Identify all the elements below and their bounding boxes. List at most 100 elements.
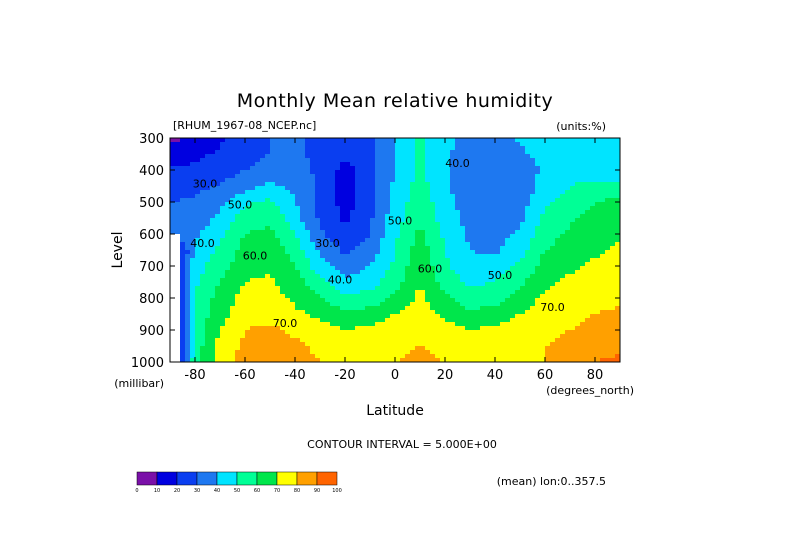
field-cell [355, 326, 361, 331]
field-cell [175, 238, 181, 243]
field-cell [560, 210, 566, 215]
field-cell [515, 310, 521, 315]
field-cell [455, 250, 461, 255]
field-cell [445, 274, 451, 279]
field-cell [320, 274, 326, 279]
field-cell [335, 270, 341, 275]
field-cell [290, 166, 296, 171]
field-cell [205, 334, 211, 339]
field-cell [465, 210, 471, 215]
field-cell [380, 202, 386, 207]
field-cell [210, 254, 216, 259]
field-cell [275, 142, 281, 147]
field-cell [335, 218, 341, 223]
field-cell [210, 186, 216, 191]
field-cell [235, 342, 241, 347]
field-cell [460, 286, 466, 291]
field-cell [550, 322, 556, 327]
field-cell [265, 286, 271, 291]
field-cell [460, 326, 466, 331]
field-cell [380, 210, 386, 215]
field-cell [290, 146, 296, 151]
field-cell [470, 202, 476, 207]
field-cell [555, 238, 561, 243]
field-cell [545, 314, 551, 319]
field-cell [475, 226, 481, 231]
field-cell [370, 238, 376, 243]
field-cell [385, 162, 391, 167]
field-cell [345, 150, 351, 155]
field-cell [385, 358, 391, 363]
field-cell [390, 142, 396, 147]
field-cell [560, 214, 566, 219]
field-cell [195, 342, 201, 347]
field-cell [585, 206, 591, 211]
field-cell [365, 258, 371, 263]
field-cell [355, 358, 361, 363]
field-cell [415, 258, 421, 263]
field-cell [375, 170, 381, 175]
field-cell [405, 182, 411, 187]
field-cell [365, 278, 371, 283]
field-cell [470, 286, 476, 291]
field-cell [170, 262, 176, 267]
field-cell [585, 298, 591, 303]
field-cell [610, 242, 616, 247]
field-cell [540, 174, 546, 179]
field-cell [520, 298, 526, 303]
field-cell [325, 338, 331, 343]
field-cell [575, 142, 581, 147]
field-cell [550, 198, 556, 203]
field-cell [475, 274, 481, 279]
field-cell [470, 174, 476, 179]
field-cell [515, 278, 521, 283]
field-cell [465, 222, 471, 227]
field-cell [455, 138, 461, 143]
field-cell [340, 234, 346, 239]
field-cell [565, 282, 571, 287]
field-cell [250, 142, 256, 147]
field-cell [450, 250, 456, 255]
field-cell [335, 274, 341, 279]
field-cell [310, 354, 316, 359]
field-cell [300, 278, 306, 283]
field-cell [440, 338, 446, 343]
field-cell [325, 150, 331, 155]
field-cell [225, 186, 231, 191]
field-cell [515, 294, 521, 299]
field-cell [460, 146, 466, 151]
field-cell [370, 326, 376, 331]
field-cell [180, 318, 186, 323]
field-cell [175, 218, 181, 223]
field-cell [220, 298, 226, 303]
field-cell [335, 306, 341, 311]
field-cell [450, 326, 456, 331]
field-cell [330, 190, 336, 195]
field-cell [310, 198, 316, 203]
field-cell [350, 274, 356, 279]
field-cell [220, 290, 226, 295]
field-cell [305, 154, 311, 159]
field-cell [490, 266, 496, 271]
field-cell [340, 162, 346, 167]
field-cell [310, 234, 316, 239]
field-cell [405, 294, 411, 299]
field-cell [540, 282, 546, 287]
field-cell [580, 186, 586, 191]
field-cell [610, 330, 616, 335]
field-cell [370, 154, 376, 159]
field-cell [525, 350, 531, 355]
field-cell [325, 322, 331, 327]
field-cell [260, 190, 266, 195]
field-cell [225, 286, 231, 291]
field-cell [380, 334, 386, 339]
field-cell [545, 210, 551, 215]
field-cell [335, 150, 341, 155]
field-cell [555, 150, 561, 155]
field-cell [425, 218, 431, 223]
field-cell [270, 326, 276, 331]
field-cell [420, 322, 426, 327]
field-cell [315, 162, 321, 167]
field-cell [535, 330, 541, 335]
field-cell [265, 182, 271, 187]
